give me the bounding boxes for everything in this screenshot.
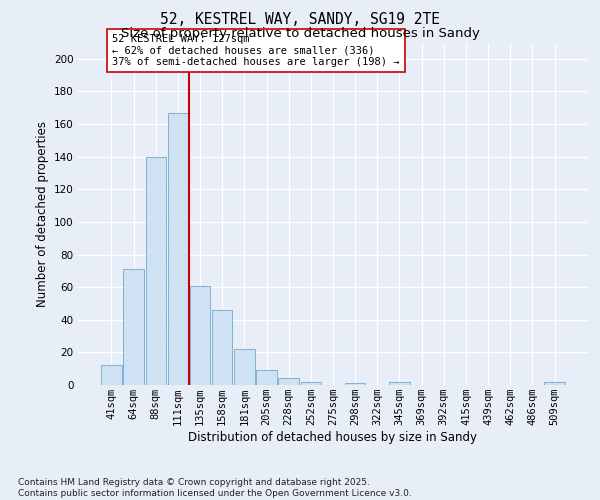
Bar <box>234 349 254 385</box>
Text: Size of property relative to detached houses in Sandy: Size of property relative to detached ho… <box>121 28 479 40</box>
Bar <box>101 366 122 385</box>
Bar <box>345 384 365 385</box>
Bar <box>278 378 299 385</box>
Text: Contains HM Land Registry data © Crown copyright and database right 2025.
Contai: Contains HM Land Registry data © Crown c… <box>18 478 412 498</box>
Bar <box>544 382 565 385</box>
Text: 52 KESTREL WAY: 127sqm
← 62% of detached houses are smaller (336)
37% of semi-de: 52 KESTREL WAY: 127sqm ← 62% of detached… <box>112 34 400 67</box>
Bar <box>389 382 410 385</box>
Bar <box>212 310 232 385</box>
Bar <box>256 370 277 385</box>
Bar <box>301 382 321 385</box>
Bar <box>167 112 188 385</box>
Bar <box>190 286 210 385</box>
Bar <box>124 269 144 385</box>
Text: 52, KESTREL WAY, SANDY, SG19 2TE: 52, KESTREL WAY, SANDY, SG19 2TE <box>160 12 440 28</box>
Y-axis label: Number of detached properties: Number of detached properties <box>35 120 49 306</box>
Bar <box>146 156 166 385</box>
X-axis label: Distribution of detached houses by size in Sandy: Distribution of detached houses by size … <box>188 431 478 444</box>
